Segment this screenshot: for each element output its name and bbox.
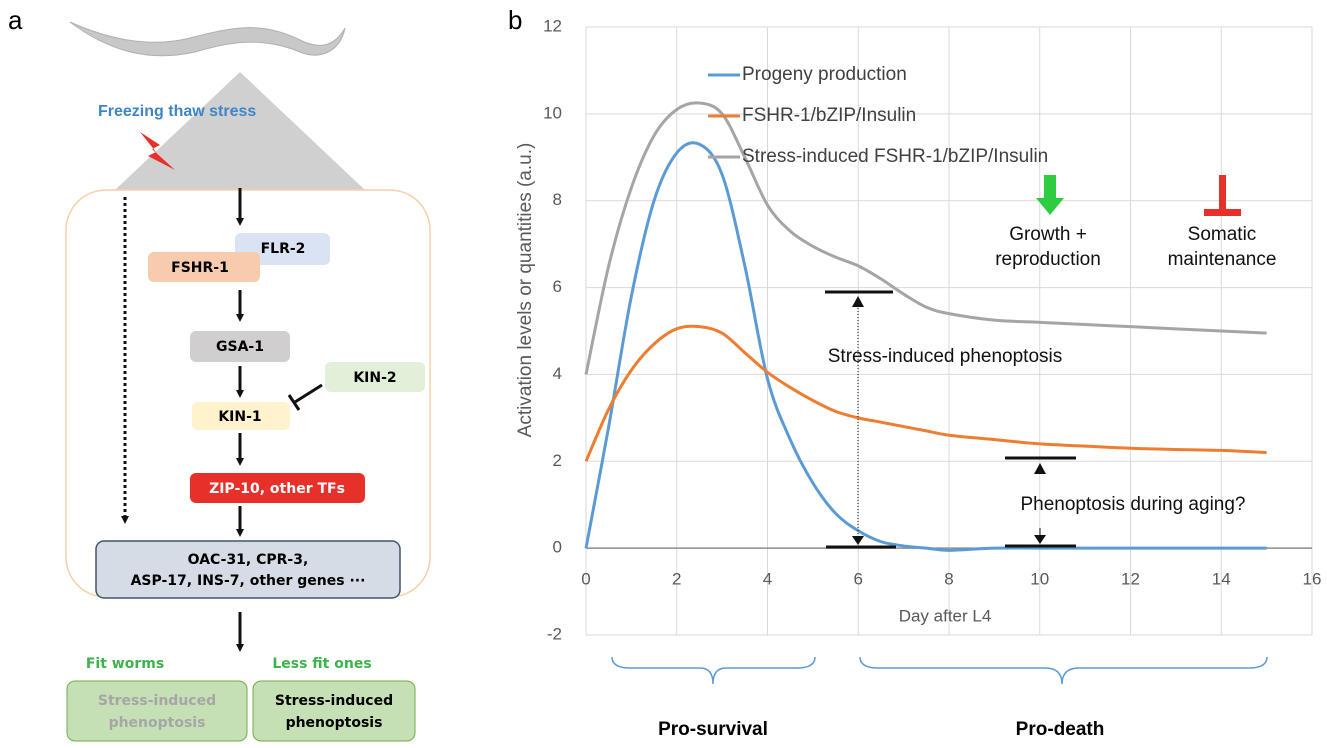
y-tick-label: 6 (553, 277, 562, 296)
node-label: GSA-1 (216, 339, 264, 355)
x-tick-label: 6 (854, 570, 863, 589)
outcome-box (66, 680, 248, 742)
series-line (584, 324, 1267, 462)
series-line (584, 141, 1267, 552)
annotation: Stress-induced phenoptosis (828, 346, 1062, 367)
panel-a: a Freezing thaw stress FLR-2 FSHR-1 GSA-… (8, 5, 431, 742)
annotation: Phenoptosis during aging? (1020, 494, 1245, 515)
x-tick-label: 14 (1212, 570, 1231, 589)
red-t-bar (1204, 209, 1241, 216)
x-tick-label: 10 (1030, 570, 1049, 589)
legend-label: FSHR-1/bZIP/Insulin (742, 105, 916, 126)
node-box (148, 252, 260, 282)
outcome-heading: Less fit ones (272, 656, 371, 672)
annotation: reproduction (995, 249, 1101, 270)
inhibition (294, 383, 323, 404)
node-label: KIN-2 (353, 370, 396, 386)
y-tick-label: 2 (553, 451, 562, 470)
brace (611, 656, 816, 685)
legend: Progeny production FSHR-1/bZIP/Insulin Str… (708, 64, 1048, 167)
legend-label: Progeny production (742, 64, 907, 85)
y-tick-label: -2 (547, 624, 562, 643)
worm (69, 21, 346, 57)
x-tick-label: 4 (763, 570, 772, 589)
node-label: FSHR-1 (171, 260, 229, 276)
outcome-heading: Fit worms (86, 656, 164, 672)
arrowhead (1034, 535, 1046, 544)
annotation: Somatic (1188, 224, 1257, 245)
x-tick-label: 8 (944, 570, 953, 589)
arrowhead (852, 296, 864, 307)
x-tick-label: 0 (581, 570, 590, 589)
panel-b: b -2 0 2 4 6 8 10 12 0 2 4 6 8 10 12 14 16 Activation le… (508, 5, 1321, 740)
outcome-label: phenoptosis (109, 715, 206, 731)
node-label: FLR-2 (261, 241, 306, 257)
arrowhead (1034, 463, 1046, 474)
annotation: Pro-death (1016, 719, 1105, 740)
stress-label: Freezing thaw stress (98, 103, 256, 120)
green-arrow (1036, 175, 1064, 215)
inhibition-bar (287, 394, 301, 411)
target-label: ASP-17, INS-7, other genes ··· (131, 573, 366, 589)
panel-label: b (508, 5, 522, 35)
plot (584, 101, 1267, 552)
x-tick-label: 16 (1303, 570, 1322, 589)
annotation: Pro-survival (658, 719, 768, 740)
node-box (190, 331, 290, 362)
arrowhead (852, 536, 864, 545)
x-tick-label: 12 (1121, 570, 1140, 589)
node-label: KIN-1 (218, 409, 261, 425)
node-label: ZIP-10, other TFs (209, 481, 345, 497)
outcome-label: Stress-induced (98, 693, 216, 709)
series-line (584, 101, 1267, 375)
x-tick-label: 2 (672, 570, 681, 589)
lightning (140, 132, 175, 170)
red-t (1219, 175, 1226, 211)
panel-label: a (8, 5, 23, 35)
legend-label: Stress-induced FSHR-1/bZIP/Insulin (742, 146, 1048, 167)
annotation: maintenance (1168, 249, 1277, 270)
y-tick-label: 0 (553, 538, 562, 557)
node-box (192, 402, 290, 430)
y-tick-label: 8 (553, 190, 562, 209)
x-axis-title: Day after L4 (899, 606, 992, 625)
y-axis-title: Activation levels or quantities (a.u.) (515, 143, 536, 438)
triangle (115, 72, 365, 190)
target-label: OAC-31, CPR-3, (188, 552, 309, 568)
node-box (325, 362, 425, 392)
outcome-label: phenoptosis (286, 715, 383, 731)
target-box (95, 540, 401, 599)
outcome-label: Stress-induced (275, 693, 393, 709)
y-tick-label: 12 (543, 16, 562, 35)
node-box (190, 473, 365, 503)
brace (859, 656, 1268, 685)
annotation: Growth + (1009, 224, 1087, 245)
outcome-box (252, 680, 416, 742)
y-tick-label: 4 (553, 364, 562, 383)
y-tick-label: 10 (543, 103, 562, 122)
